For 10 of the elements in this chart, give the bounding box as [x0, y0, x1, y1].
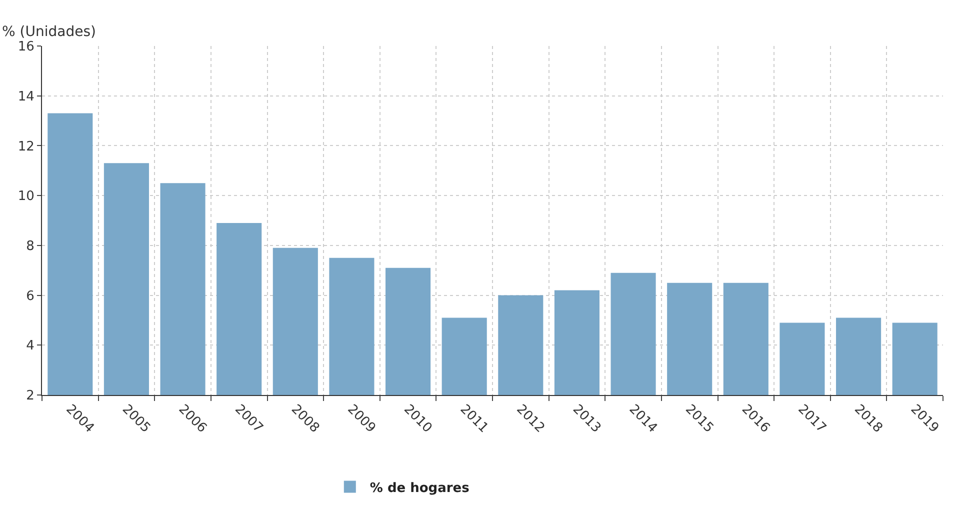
y-tick-label: 10 [18, 189, 34, 204]
y-tick-label: 12 [18, 139, 34, 154]
y-tick-label: 8 [26, 238, 34, 254]
legend-label: % de hogares [370, 480, 470, 496]
y-tick-label: 2 [26, 388, 34, 404]
y-tick-label: 6 [26, 288, 34, 304]
y-tick-label: 16 [18, 40, 34, 55]
y-axis-title: % (Unidades) [2, 24, 96, 40]
y-tick-label: 4 [26, 338, 34, 354]
y-tick-label: 14 [18, 89, 34, 104]
